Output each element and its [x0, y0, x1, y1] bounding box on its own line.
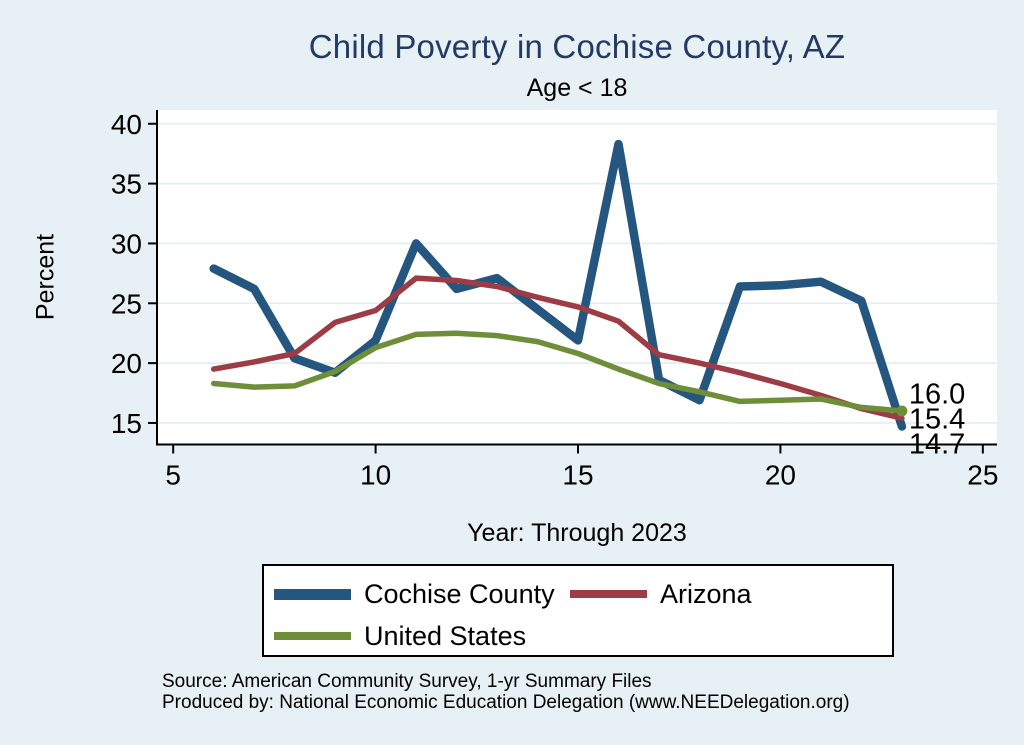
y-tick-label-25: 25: [111, 288, 142, 319]
chart-title: Child Poverty in Cochise County, AZ: [308, 28, 846, 65]
x-tick-label-20: 20: [765, 460, 796, 491]
series-line-arizona: [210, 275, 905, 421]
x-tick-label-15: 15: [562, 460, 593, 491]
y-tick-label-40: 40: [111, 109, 142, 140]
x-axis-title: Year: Through 2023: [467, 519, 687, 547]
legend: Cochise County Arizona United States: [262, 564, 894, 657]
legend-label-united-states: United States: [364, 620, 527, 651]
legend-swatch-arizona: [570, 590, 647, 598]
y-tick-label-20: 20: [111, 348, 142, 379]
legend-swatch-cochise-county: [274, 588, 351, 600]
series-line-united-states: [210, 330, 905, 414]
legend-entry-united-states: United States: [274, 620, 527, 651]
y-tick-label-30: 30: [111, 228, 142, 259]
y-tick-label-35: 35: [111, 169, 142, 200]
legend-label-arizona: Arizona: [660, 578, 752, 609]
source-note: Source: American Community Survey, 1-yr …: [162, 671, 850, 713]
y-axis-title: Percent: [31, 233, 60, 321]
chart-subtitle: Age < 18: [526, 74, 628, 102]
end-value-label-cochise-county: 14.7: [909, 429, 965, 461]
x-tick-label-5: 5: [165, 460, 181, 491]
end-marker-united-states: [896, 405, 908, 417]
end-value-label-arizona: 15.4: [909, 404, 965, 436]
end-value-label-united-states: 16.0: [909, 379, 965, 411]
plot-background: [157, 110, 997, 445]
series-line-cochise-county: [209, 139, 907, 431]
legend-entry-cochise-county: Cochise County: [274, 578, 555, 609]
x-tick-label-10: 10: [360, 460, 391, 491]
y-tick-label-15: 15: [111, 408, 142, 439]
source-line: Source: American Community Survey, 1-yr …: [162, 671, 652, 692]
legend-entry-arizona: Arizona: [570, 578, 752, 609]
legend-swatch-united-states: [274, 632, 351, 640]
produced-by-line: Produced by: National Economic Education…: [162, 692, 850, 713]
x-tick-label-25: 25: [967, 460, 998, 491]
legend-label-cochise-county: Cochise County: [364, 578, 555, 609]
